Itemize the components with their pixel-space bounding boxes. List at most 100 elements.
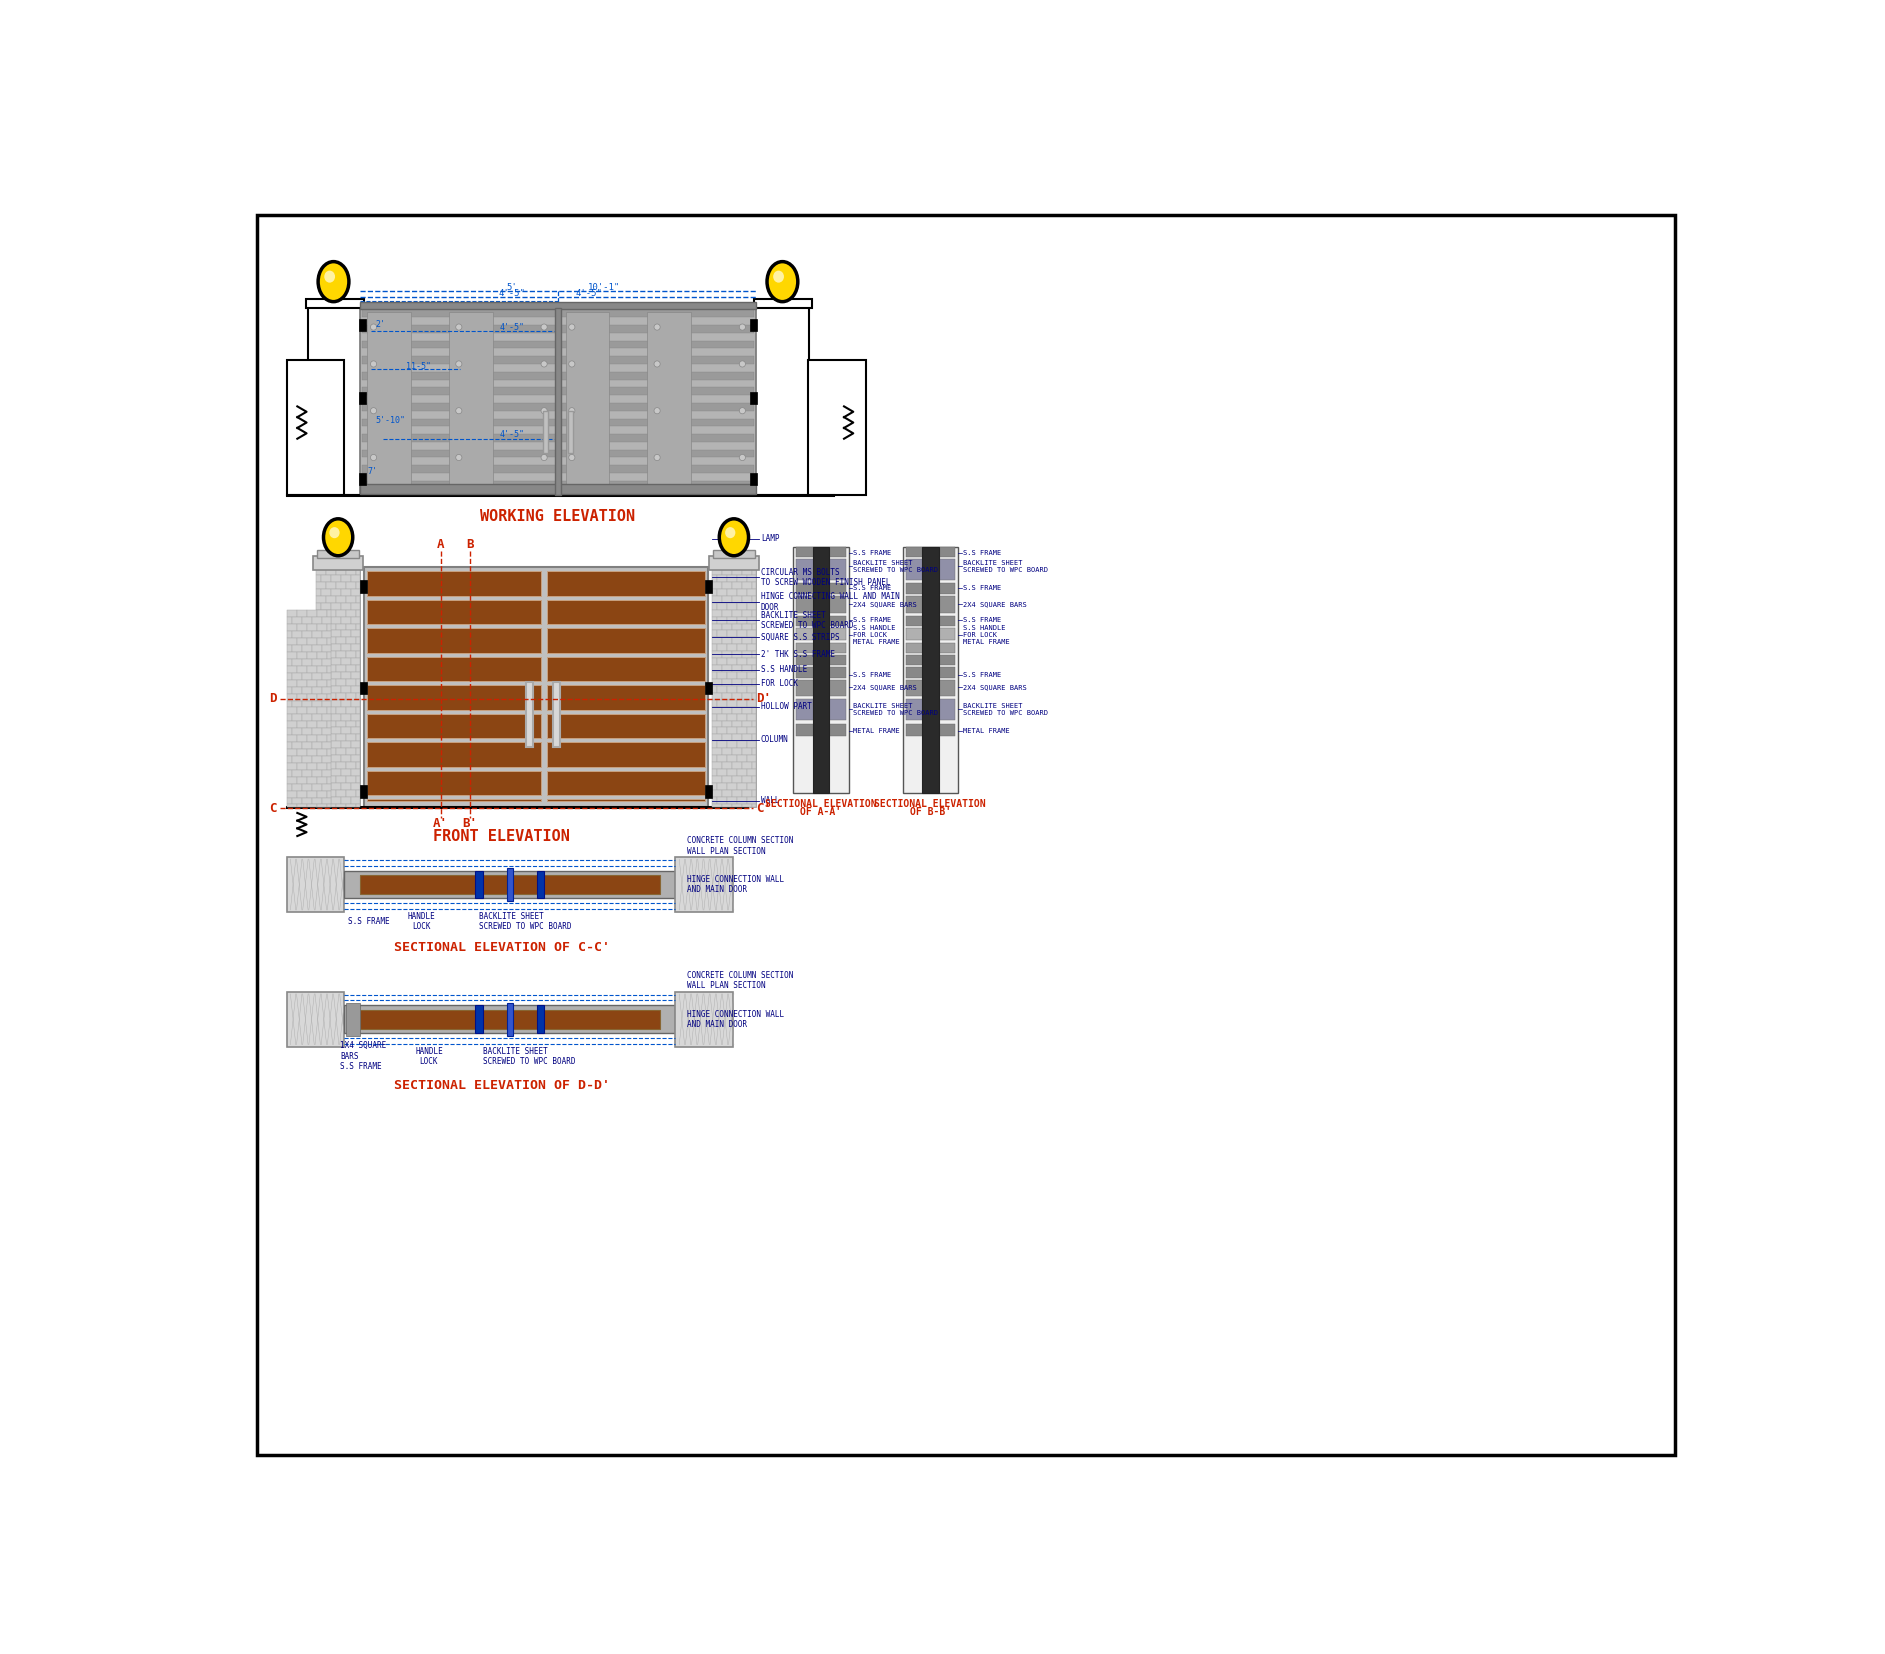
- Bar: [726, 686, 737, 693]
- Bar: [731, 637, 741, 645]
- Bar: [647, 311, 690, 491]
- Bar: [317, 602, 320, 610]
- Bar: [341, 756, 351, 762]
- Bar: [345, 582, 356, 589]
- Bar: [795, 629, 846, 640]
- Bar: [326, 804, 336, 807]
- Bar: [317, 589, 320, 595]
- Bar: [351, 645, 360, 652]
- Bar: [320, 617, 330, 624]
- Bar: [320, 672, 330, 678]
- Bar: [726, 617, 737, 624]
- Bar: [552, 681, 560, 748]
- Bar: [711, 665, 722, 672]
- Bar: [560, 433, 754, 442]
- Bar: [341, 728, 351, 734]
- Text: 4'-5": 4'-5": [500, 430, 524, 440]
- Bar: [317, 693, 326, 700]
- Bar: [722, 582, 731, 589]
- Bar: [737, 576, 746, 582]
- Bar: [752, 734, 756, 741]
- Circle shape: [569, 361, 575, 367]
- Bar: [326, 734, 332, 743]
- Bar: [345, 678, 356, 686]
- Bar: [307, 638, 317, 645]
- Bar: [326, 624, 336, 630]
- Bar: [752, 804, 756, 807]
- Bar: [368, 743, 541, 767]
- Bar: [741, 804, 752, 807]
- Bar: [746, 672, 756, 678]
- Bar: [307, 624, 317, 632]
- Bar: [737, 602, 746, 610]
- Bar: [307, 804, 317, 807]
- Bar: [292, 715, 302, 721]
- Bar: [320, 658, 330, 665]
- Bar: [326, 777, 332, 784]
- Bar: [746, 797, 756, 804]
- Bar: [336, 582, 345, 589]
- Bar: [330, 576, 341, 582]
- Text: A': A': [434, 817, 449, 830]
- Bar: [330, 630, 341, 637]
- Bar: [311, 673, 322, 680]
- Bar: [560, 418, 754, 427]
- Text: BACKLITE SHEET
SCREWED TO WPC BOARD: BACKLITE SHEET SCREWED TO WPC BOARD: [963, 559, 1048, 572]
- Bar: [731, 762, 741, 769]
- Bar: [317, 686, 320, 693]
- Bar: [320, 630, 330, 637]
- Bar: [741, 624, 752, 630]
- Text: C': C': [756, 802, 771, 815]
- Bar: [547, 743, 705, 767]
- Bar: [752, 637, 756, 645]
- Bar: [731, 595, 741, 602]
- Bar: [716, 713, 726, 721]
- Bar: [317, 769, 320, 776]
- Bar: [741, 748, 752, 756]
- Bar: [296, 708, 307, 715]
- Bar: [296, 624, 307, 632]
- Bar: [336, 637, 345, 645]
- Bar: [368, 771, 541, 796]
- Bar: [560, 481, 754, 488]
- Bar: [705, 581, 711, 592]
- Bar: [722, 624, 731, 630]
- Bar: [711, 576, 716, 582]
- Bar: [737, 700, 746, 706]
- Bar: [675, 857, 733, 913]
- Text: BACKLITE SHEET
SCREWED TO WPC BOARD: BACKLITE SHEET SCREWED TO WPC BOARD: [483, 1047, 575, 1065]
- Bar: [905, 643, 956, 653]
- Bar: [731, 804, 741, 807]
- Bar: [711, 756, 716, 762]
- Bar: [330, 700, 341, 706]
- Bar: [296, 804, 307, 807]
- Bar: [752, 706, 756, 713]
- Bar: [317, 734, 326, 741]
- Bar: [741, 734, 752, 741]
- Bar: [731, 693, 741, 700]
- Bar: [356, 804, 360, 807]
- Bar: [320, 686, 330, 693]
- Bar: [296, 749, 307, 756]
- Text: 2': 2': [375, 321, 385, 329]
- Bar: [296, 680, 307, 686]
- Bar: [322, 728, 332, 734]
- Bar: [326, 693, 336, 700]
- Bar: [317, 551, 358, 557]
- Bar: [356, 748, 360, 756]
- Bar: [320, 589, 330, 595]
- Bar: [336, 748, 345, 756]
- Bar: [794, 546, 848, 792]
- Bar: [330, 658, 341, 665]
- Bar: [716, 576, 726, 582]
- Bar: [795, 643, 846, 653]
- Bar: [737, 630, 746, 637]
- Bar: [746, 602, 756, 610]
- Bar: [322, 756, 332, 762]
- Bar: [296, 693, 307, 701]
- Text: BACKLITE SHEET
SCREWED TO WPC BOARD: BACKLITE SHEET SCREWED TO WPC BOARD: [479, 911, 571, 931]
- Bar: [317, 791, 326, 797]
- Bar: [746, 713, 756, 721]
- Bar: [746, 782, 756, 791]
- Bar: [356, 637, 360, 645]
